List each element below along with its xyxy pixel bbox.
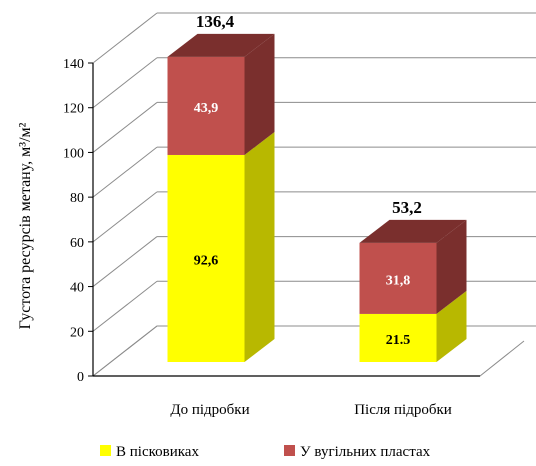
gridline-side [92,191,158,243]
legend-label-0: В пісковиках [116,444,199,460]
gridline-side [92,12,158,64]
legend-swatch-1 [284,445,295,456]
legend: В пісковиках У вугільних пластах [100,444,431,460]
y-axis-label: Густота ресурсів метану, м³/м² [17,122,34,329]
bar-top-1 [359,219,467,243]
data-label-0-0: 92,6 [194,253,219,268]
floor-outline [92,325,536,377]
y-tick-label: 120 [63,102,84,117]
bar-front-0-0 [167,154,245,362]
data-label-0-1: 21.5 [386,333,411,348]
y-tick-label: 40 [70,281,84,296]
bar-side-0-0 [244,131,275,362]
legend-swatch-0 [100,445,111,456]
data-label-1-0: 43,9 [194,101,219,116]
total-label-0: 136,4 [196,12,235,31]
bar-side-0-1 [436,290,467,362]
total-label-1: 53,2 [392,198,422,217]
bar-front-1-0 [167,56,245,155]
y-tick-label: 100 [63,146,84,161]
y-tick-label: 140 [63,57,84,72]
gridline-side [92,102,158,153]
gridline-side [92,146,158,198]
y-tick-label: 0 [77,370,84,385]
x-tick-label-0: До підробки [170,402,249,418]
bars-layer [167,33,467,362]
data-label-1-1: 31,8 [386,273,411,288]
gridline-side [92,280,158,332]
x-tick-label-1: Після підробки [354,402,452,418]
legend-label-1: У вугільних пластах [300,444,431,460]
bar-front-1-1 [359,242,437,314]
gridline-side [92,57,158,109]
grid-layer [92,12,536,377]
axis-layer: 0 20 40 60 80 100 120 140 [63,57,480,385]
y-tick-label: 20 [70,325,84,340]
bar-side-1-0 [244,33,275,155]
gridline-side [92,236,158,287]
labels-layer: 92,6 43,9 136,4 До підробки 21.5 31,8 53,2 Післ… [170,12,451,418]
y-tick-label: 80 [70,191,84,206]
bar-top-0 [167,33,275,57]
bar-front-0-1 [359,313,437,362]
bar-side-1-1 [436,219,467,314]
y-tick-label: 60 [70,236,84,251]
